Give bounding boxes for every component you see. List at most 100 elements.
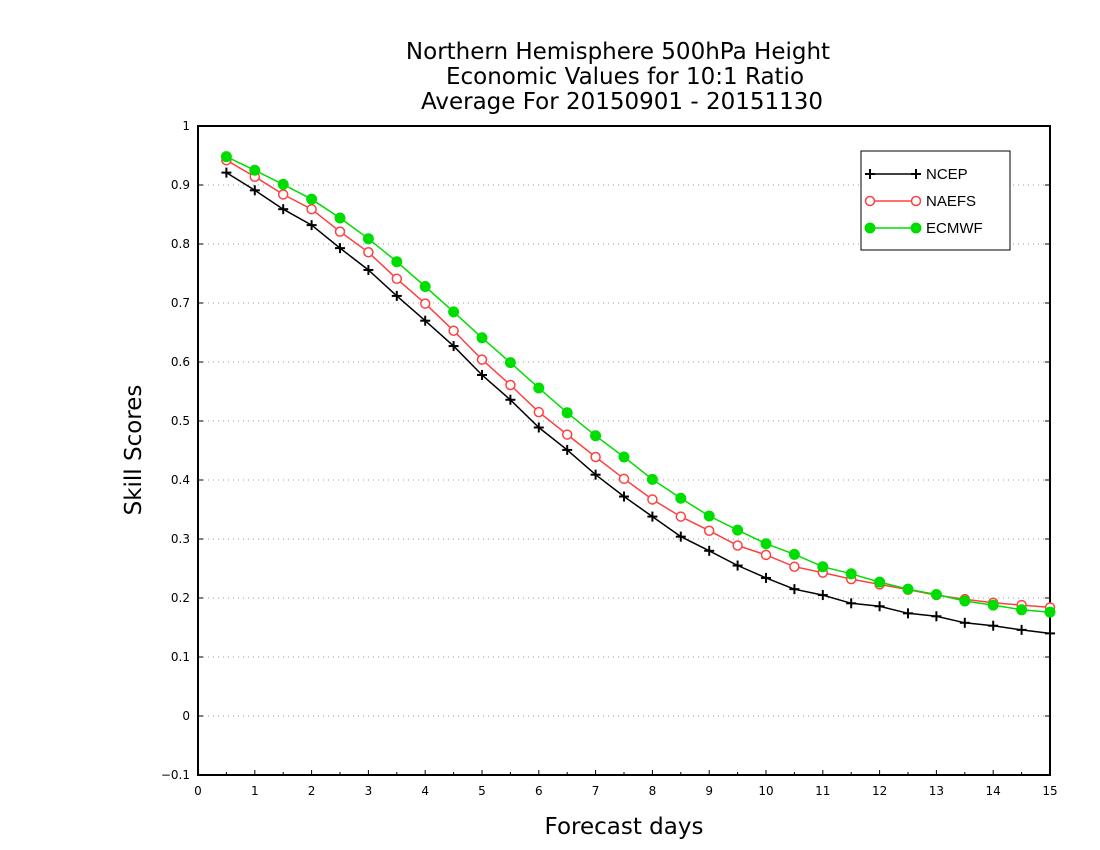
data-point-ecmwf xyxy=(760,538,772,550)
data-point-naefs xyxy=(647,494,658,505)
data-point-ecmwf xyxy=(419,280,431,292)
data-point-ncep xyxy=(704,545,715,556)
y-tick-label: 0.3 xyxy=(171,532,190,546)
series-ncep xyxy=(221,167,1055,639)
data-point-naefs xyxy=(789,561,800,572)
data-point-ecmwf xyxy=(959,595,971,607)
data-point-ncep xyxy=(874,601,885,612)
x-tick-label: 14 xyxy=(986,784,1001,798)
data-point-ecmwf xyxy=(646,473,658,485)
data-point-naefs xyxy=(419,298,431,309)
y-tick-label: −0.1 xyxy=(161,768,190,782)
data-point-ncep xyxy=(221,167,232,178)
grid-lines xyxy=(198,184,1050,717)
data-point-ecmwf xyxy=(220,151,232,163)
data-point-ecmwf xyxy=(476,332,488,344)
data-point-ecmwf xyxy=(817,561,829,573)
y-axis-label: Skill Scores xyxy=(121,385,147,516)
data-point-ecmwf xyxy=(845,568,857,580)
data-point-ecmwf xyxy=(391,256,403,268)
legend-marker-right xyxy=(911,169,921,179)
legend-item-naefs: NAEFS xyxy=(864,193,976,210)
legend-items: NCEP NAEFS ECMWF xyxy=(864,166,983,237)
y-tick-label: 0.4 xyxy=(171,473,190,487)
data-point-ncep xyxy=(306,220,317,231)
data-point-ncep xyxy=(363,264,374,275)
data-point-ecmwf xyxy=(561,407,573,419)
data-point-naefs xyxy=(533,406,545,418)
data-point-naefs xyxy=(675,511,687,522)
x-tick-label: 4 xyxy=(421,784,429,798)
data-point-naefs xyxy=(703,525,715,536)
data-point-ncep xyxy=(278,204,289,215)
legend-label: NCEP xyxy=(926,166,968,183)
x-tick-label: 10 xyxy=(758,784,773,798)
data-point-ncep xyxy=(817,590,828,601)
data-point-naefs xyxy=(505,379,516,391)
data-point-ecmwf xyxy=(874,576,886,588)
data-point-ecmwf xyxy=(306,193,318,205)
y-tick-label: 0.7 xyxy=(171,296,190,310)
axis-ticks: −0.100.10.20.30.40.50.60.70.80.910 1 2 3 4 5 6… xyxy=(161,119,1058,798)
data-point-ncep xyxy=(249,185,260,196)
data-point-ecmwf xyxy=(362,233,374,245)
data-point-naefs xyxy=(277,189,289,200)
x-tick-label: 5 xyxy=(478,784,486,798)
x-tick-label: 13 xyxy=(929,784,944,798)
y-tick-label: 0.6 xyxy=(171,355,190,369)
data-point-ecmwf xyxy=(590,430,602,442)
x-tick-label: 2 xyxy=(308,784,316,798)
data-point-ncep xyxy=(647,511,658,522)
data-point-naefs xyxy=(732,540,743,551)
legend-item-ncep: NCEP xyxy=(865,166,968,183)
data-point-ncep xyxy=(533,422,544,433)
data-point-ncep xyxy=(931,611,942,622)
y-tick-label: 0.1 xyxy=(171,650,190,664)
data-point-naefs xyxy=(476,354,488,365)
data-point-ecmwf xyxy=(675,492,687,504)
data-point-ncep xyxy=(448,341,459,352)
data-point-naefs xyxy=(618,473,630,485)
data-point-ncep xyxy=(846,598,857,609)
data-point-naefs xyxy=(334,226,346,237)
data-point-ncep xyxy=(1045,628,1055,639)
data-point-ecmwf xyxy=(448,306,460,318)
data-point-ecmwf xyxy=(987,599,999,611)
data-point-ecmwf xyxy=(788,548,800,560)
data-point-ncep xyxy=(988,620,999,631)
data-point-ncep xyxy=(789,584,800,595)
title-line-1: Northern Hemisphere 500hPa Height xyxy=(406,39,830,65)
legend-marker-right xyxy=(910,195,922,207)
data-point-ecmwf xyxy=(249,164,261,176)
chart-title: Northern Hemisphere 500hPa Height Econom… xyxy=(406,39,830,115)
data-point-ecmwf xyxy=(703,510,715,522)
data-point-naefs xyxy=(760,549,772,561)
y-tick-label: 0.2 xyxy=(171,591,190,605)
y-tick-label: 1 xyxy=(182,119,190,133)
data-point-ecmwf xyxy=(504,357,516,369)
series-naefs xyxy=(221,154,1056,613)
series-layer xyxy=(220,151,1056,639)
data-point-ecmwf xyxy=(277,178,289,190)
data-point-ncep xyxy=(675,531,686,542)
x-tick-label: 12 xyxy=(872,784,887,798)
data-point-naefs xyxy=(363,247,374,258)
y-tick-label: 0.5 xyxy=(171,414,190,428)
data-point-ncep xyxy=(391,290,402,301)
data-point-ncep xyxy=(335,243,345,254)
data-point-ncep xyxy=(619,491,629,502)
series-ecmwf xyxy=(220,151,1056,618)
data-point-ncep xyxy=(477,369,487,380)
data-point-naefs xyxy=(391,273,403,285)
data-point-ecmwf xyxy=(618,451,630,463)
title-line-3: Average For 20150901 - 20151130 xyxy=(421,89,823,115)
data-point-ecmwf xyxy=(1044,606,1056,618)
legend: NCEP NAEFS ECMWF xyxy=(860,150,1011,251)
data-point-ncep xyxy=(420,315,431,326)
y-tick-label: 0.9 xyxy=(171,178,190,192)
data-point-ecmwf xyxy=(902,583,914,595)
data-point-naefs xyxy=(448,325,459,336)
data-point-ncep xyxy=(562,444,573,455)
x-tick-label: 1 xyxy=(251,784,259,798)
